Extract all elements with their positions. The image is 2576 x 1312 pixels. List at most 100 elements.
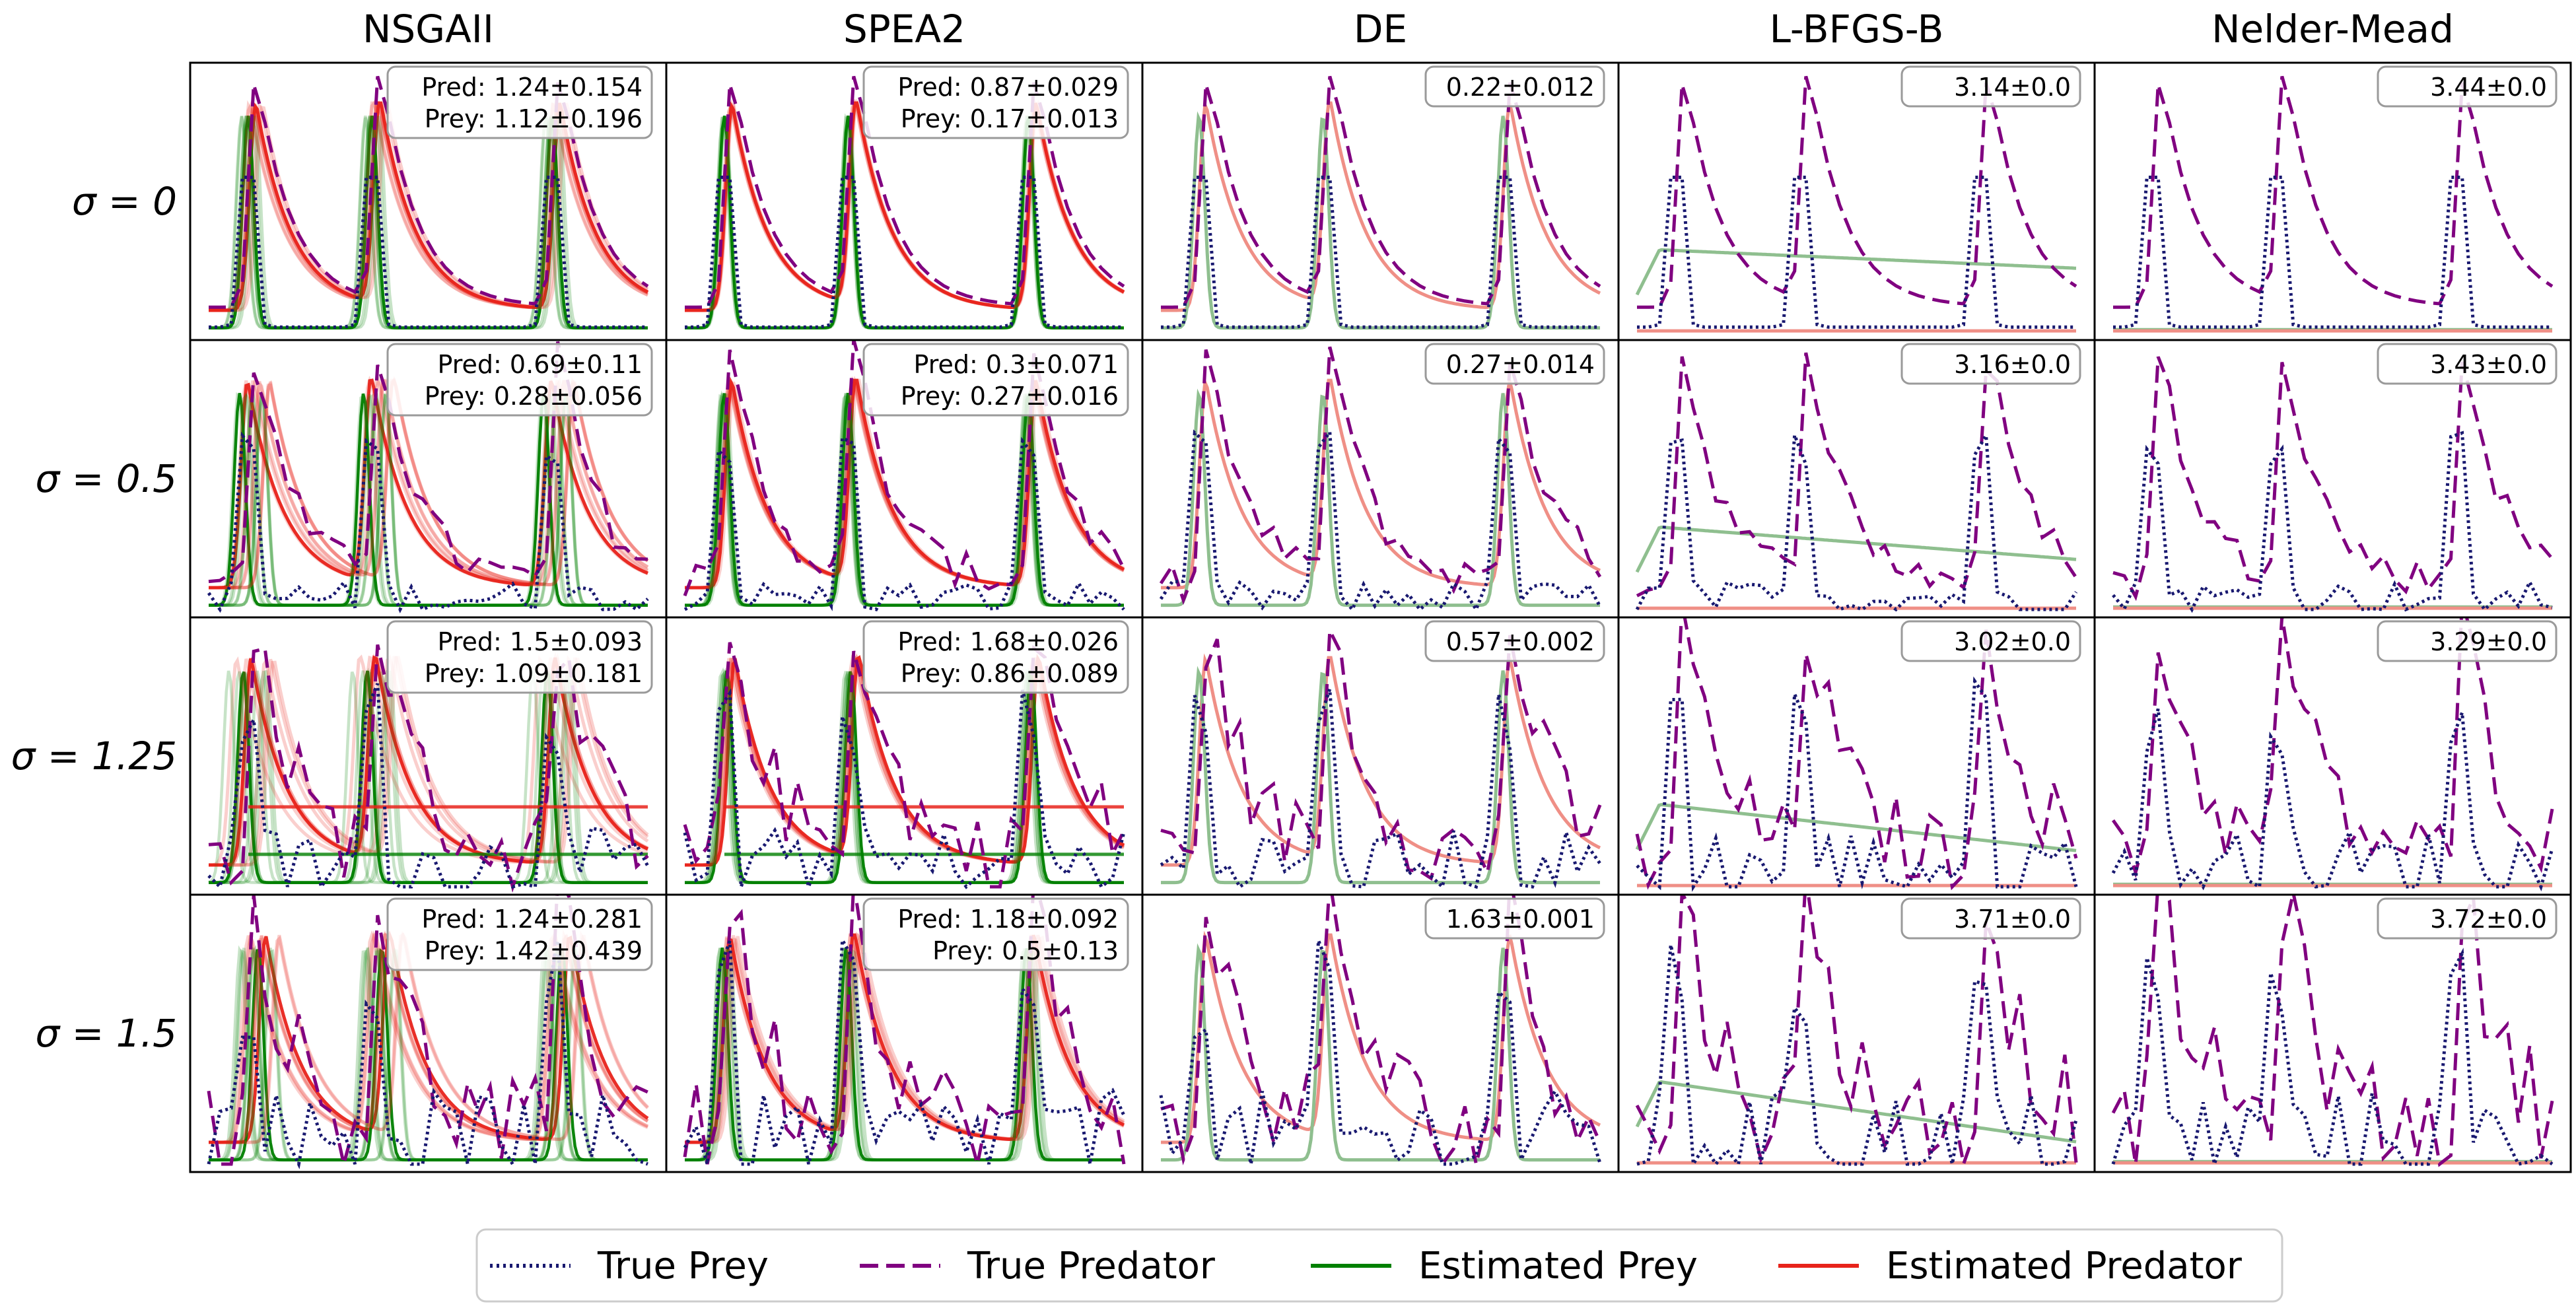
estimated-prey-line xyxy=(685,667,1124,884)
estimated-prey-line xyxy=(209,670,648,884)
estimated-predator-line xyxy=(685,100,1125,312)
estimated-predator-line xyxy=(209,930,648,1144)
score-box xyxy=(2377,897,2558,940)
panel-r1-c3: 3.16±0.0 xyxy=(1617,339,2096,619)
score-box xyxy=(1900,897,2081,940)
true-prey-line xyxy=(683,934,1126,1166)
estimated-predator-line xyxy=(209,931,649,1144)
score-text: Prey: 0.17±0.013 xyxy=(901,104,1119,133)
estimated-prey-line xyxy=(1635,1080,2077,1144)
plot-area xyxy=(1159,895,1602,1168)
estimated-prey-line xyxy=(685,393,1124,607)
estimated-predator-line xyxy=(685,376,1125,590)
true-prey-line xyxy=(207,940,648,1169)
plot-area xyxy=(1159,346,1602,613)
estimated-predator-line xyxy=(209,652,649,867)
score-text: 0.27±0.014 xyxy=(1446,350,1595,379)
panel-r2-c1: Pred: 1.68±0.026 Prey: 0.86±0.089 xyxy=(665,616,1144,896)
estimated-prey-line xyxy=(208,670,648,884)
true-prey-line xyxy=(1636,944,2078,1169)
score-text: Pred: 1.5±0.093 xyxy=(438,627,643,656)
estimated-prey-line xyxy=(685,390,1124,607)
panel-background xyxy=(1619,617,2095,895)
plot-area xyxy=(2111,618,2554,892)
score-box xyxy=(2377,620,2558,662)
panel-background xyxy=(1142,895,1619,1172)
score-box xyxy=(2377,65,2558,108)
estimated-prey-line xyxy=(209,946,648,1161)
true-prey-line xyxy=(1159,940,1602,1166)
estimated-predator-line xyxy=(685,378,1125,590)
score-text: 3.44±0.0 xyxy=(2430,73,2547,102)
estimated-prey-line xyxy=(209,392,648,607)
estimated-predator-line xyxy=(209,378,649,590)
estimated-prey-line xyxy=(1635,803,2077,852)
estimated-predator-line xyxy=(1161,376,1601,590)
panel-r1-c2: 0.27±0.014 xyxy=(1141,339,1620,619)
estimated-predator-line xyxy=(209,655,648,867)
plot-area xyxy=(2112,356,2554,613)
score-box xyxy=(862,620,1129,694)
panel-background xyxy=(1619,63,2095,340)
score-text: Prey: 0.86±0.089 xyxy=(901,659,1119,688)
estimated-prey-line xyxy=(685,670,1124,884)
estimated-predator-line xyxy=(209,376,649,590)
score-box xyxy=(862,343,1129,417)
estimated-prey-line xyxy=(685,667,1124,884)
score-box xyxy=(386,65,653,139)
estimated-predator-line xyxy=(1161,930,1601,1144)
score-text: Prey: 0.27±0.016 xyxy=(901,382,1119,411)
panel-r1-c4: 3.43±0.0 xyxy=(2093,339,2572,619)
panel-background xyxy=(1142,617,1619,895)
estimated-predator-line xyxy=(209,100,649,312)
score-box xyxy=(862,897,1129,971)
estimated-prey-line xyxy=(209,948,648,1161)
score-text: Pred: 0.69±0.11 xyxy=(438,350,643,379)
true-prey-line xyxy=(207,683,650,891)
true-prey-line xyxy=(2112,431,2553,613)
estimated-prey-line xyxy=(209,948,648,1161)
panel-background xyxy=(1142,63,1619,340)
true-prey-line xyxy=(1637,176,2076,329)
panel-r2-c2: 0.57±0.002 xyxy=(1141,616,1620,896)
estimated-prey-line xyxy=(209,945,648,1161)
legend: True Prey True Predator Estimated Prey Esti… xyxy=(475,1228,2283,1303)
panel-r2-c3: 3.02±0.0 xyxy=(1617,616,2096,896)
true-predator-line xyxy=(209,75,649,309)
score-box xyxy=(1424,620,1605,662)
estimated-predator-line xyxy=(209,101,649,312)
estimated-predator-line xyxy=(209,376,648,590)
score-text: Pred: 0.3±0.071 xyxy=(914,350,1119,379)
true-prey-line xyxy=(209,176,648,329)
true-predator-line xyxy=(208,644,649,893)
true-predator-line xyxy=(1635,895,2078,1171)
true-predator-line xyxy=(1636,352,2078,598)
estimated-predator-line xyxy=(685,98,1125,312)
estimated-predator-line xyxy=(685,376,1125,590)
score-text: 1.63±0.001 xyxy=(1446,905,1595,934)
estimated-predator-line xyxy=(209,653,649,867)
score-text: Prey: 0.28±0.056 xyxy=(425,382,643,411)
estimated-prey-line xyxy=(1635,248,2077,296)
score-box xyxy=(1900,65,2081,108)
panel-r0-c2: 0.22±0.012 xyxy=(1141,61,1620,341)
estimated-prey-line xyxy=(209,944,648,1161)
estimated-predator-line xyxy=(209,100,649,312)
panel-r3-c2: 1.63±0.001 xyxy=(1141,893,1620,1173)
estimated-prey-line xyxy=(685,947,1124,1161)
estimated-prey-line xyxy=(209,944,648,1161)
score-text: Prey: 1.12±0.196 xyxy=(425,104,643,133)
estimated-prey-line xyxy=(685,947,1124,1161)
true-predator-line xyxy=(1160,895,1602,1168)
estimated-prey-line xyxy=(1635,525,2077,573)
score-text: 3.43±0.0 xyxy=(2430,350,2547,379)
legend-label: Estimated Predator xyxy=(1886,1245,2243,1288)
estimated-prey-line xyxy=(209,393,648,607)
row-label: σ = 1.25 xyxy=(11,734,177,778)
estimated-predator-line xyxy=(685,378,1125,590)
estimated-prey-line xyxy=(209,392,648,607)
score-text: 0.57±0.002 xyxy=(1446,627,1595,656)
score-box xyxy=(1900,620,2081,662)
score-text: Prey: 1.09±0.181 xyxy=(425,659,643,688)
